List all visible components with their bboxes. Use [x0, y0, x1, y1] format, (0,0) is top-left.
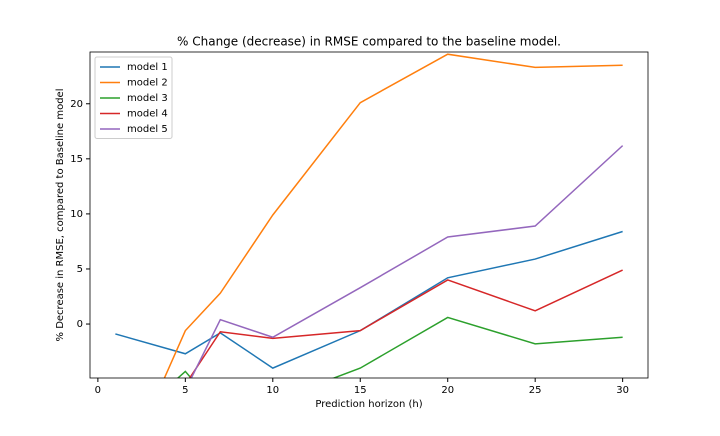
x-tick-label: 20: [441, 385, 454, 396]
legend-label: model 1: [127, 62, 168, 73]
legend-box: [94, 56, 173, 139]
x-axis-label: Prediction horizon (h): [315, 399, 422, 410]
axes-frame: [89, 51, 649, 379]
x-tick-label: 5: [182, 385, 188, 396]
y-tick-label: 0: [77, 319, 83, 330]
series-line: [190, 145, 624, 378]
x-tick-label: 25: [529, 385, 542, 396]
x-tick-label: 15: [354, 385, 367, 396]
legend-label: model 4: [127, 109, 168, 120]
x-tick-label: 0: [95, 385, 101, 396]
x-tick-label: 30: [616, 385, 629, 396]
series-line: [188, 269, 623, 378]
series-line: [115, 230, 623, 369]
series-line: [163, 53, 623, 378]
chart-title: % Change (decrease) in RMSE compared to …: [177, 35, 561, 49]
x-tick-label: 10: [266, 385, 279, 396]
legend-label: model 2: [127, 78, 168, 89]
legend-label: model 3: [127, 93, 168, 104]
y-tick-label: 5: [77, 264, 83, 275]
y-tick-label: 20: [70, 99, 83, 110]
plot-area: [115, 53, 624, 378]
y-tick-label: 10: [70, 209, 83, 220]
y-tick-label: 15: [70, 154, 83, 165]
legend-label: model 5: [127, 124, 168, 135]
series-line: [176, 316, 623, 378]
y-axis-label: % Decrease in RMSE, compared to Baseline…: [55, 89, 66, 342]
